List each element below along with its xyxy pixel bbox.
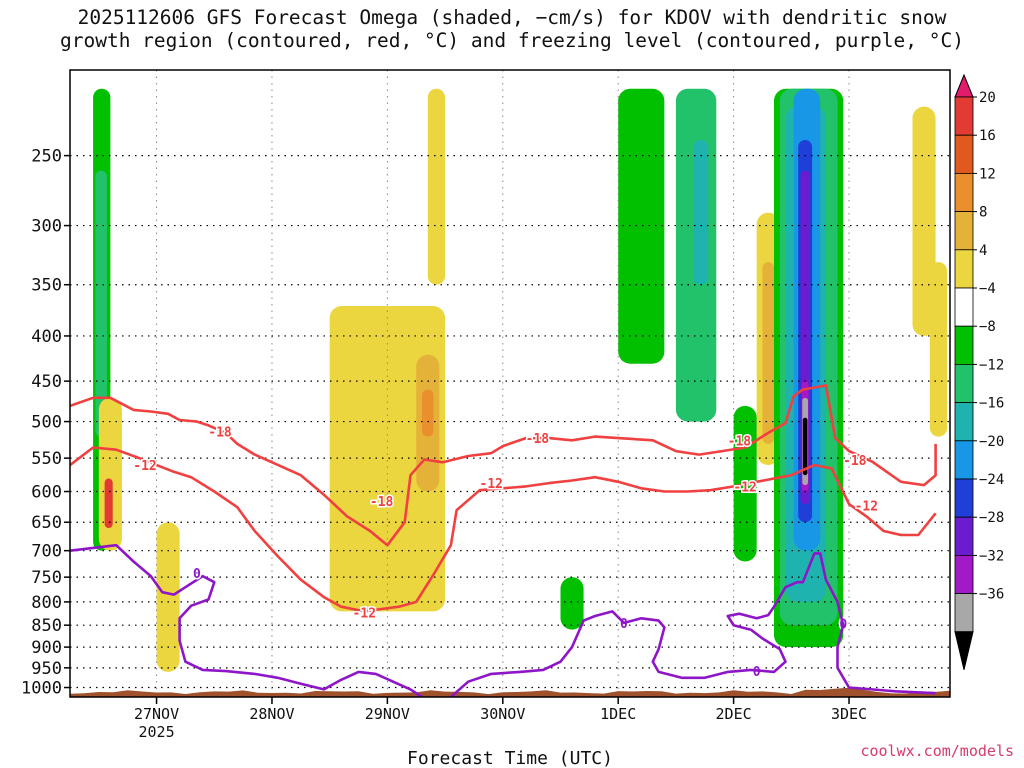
omega-region-9 bbox=[560, 577, 584, 630]
chart-title: 2025112606 GFS Forecast Omega (shaded, −… bbox=[0, 6, 1024, 52]
colorbar-swatch-12 bbox=[954, 516, 974, 556]
contour-label--18-4: -18 bbox=[843, 454, 867, 469]
contour-label--12-3: -12 bbox=[855, 499, 878, 514]
x-tick-label-29NOV: 29NOV bbox=[365, 705, 410, 723]
omega-region-1 bbox=[95, 170, 107, 437]
colorbar-swatch-11 bbox=[954, 478, 974, 518]
contour-label--18-3: -18 bbox=[728, 434, 752, 449]
colorbar-label-6: −8 bbox=[979, 319, 996, 335]
omega-region-10 bbox=[618, 88, 665, 364]
colorbar-top-arrow bbox=[954, 73, 974, 98]
x-tick-label-2DEC: 2DEC bbox=[716, 705, 752, 723]
omega-region-27 bbox=[929, 262, 948, 437]
omega-region-8 bbox=[427, 88, 446, 285]
colorbar-swatch-1 bbox=[954, 96, 974, 136]
colorbar-label-1: 16 bbox=[979, 128, 996, 144]
x-tick-label-30NOV: 30NOV bbox=[480, 705, 525, 723]
contour--12 bbox=[70, 446, 937, 613]
y-tick-label-700: 700 bbox=[31, 542, 62, 562]
colorbar-label-4: 4 bbox=[979, 243, 987, 259]
colorbar-label-11: −28 bbox=[979, 510, 1004, 526]
colorbar-label-8: −16 bbox=[979, 396, 1004, 412]
y-tick-label-350: 350 bbox=[31, 276, 62, 296]
colorbar-swatch-7 bbox=[954, 325, 974, 365]
colorbar-swatch-9 bbox=[954, 402, 974, 442]
colorbar-label-9: −20 bbox=[979, 434, 1004, 450]
y-tick-label-400: 400 bbox=[31, 327, 62, 347]
y-tick-label-650: 650 bbox=[31, 513, 62, 533]
y-tick-label-900: 900 bbox=[31, 638, 62, 658]
y-tick-label-750: 750 bbox=[31, 568, 62, 588]
omega-region-4 bbox=[156, 522, 180, 672]
grid bbox=[70, 70, 950, 697]
y-tick-label-800: 800 bbox=[31, 593, 62, 613]
colorbar-label-0: 20 bbox=[979, 90, 996, 106]
contour-label--12-2: -12 bbox=[733, 480, 756, 495]
x-tick-label-28NOV: 28NOV bbox=[249, 705, 294, 723]
colorbar-label-5: −4 bbox=[979, 281, 996, 297]
contour-label--12-4: -12 bbox=[353, 606, 376, 621]
omega-region-12 bbox=[693, 139, 709, 285]
omega-shading bbox=[93, 88, 948, 672]
chart-title-line-1: 2025112606 GFS Forecast Omega (shaded, −… bbox=[77, 6, 947, 29]
x-axis-title: Forecast Time (UTC) bbox=[407, 748, 613, 768]
omega-region-2 bbox=[98, 397, 122, 551]
omega-region-24 bbox=[802, 417, 808, 476]
terrain-surface bbox=[70, 687, 950, 697]
terrain bbox=[70, 687, 950, 697]
contour-label--18-0: -18 bbox=[208, 425, 232, 440]
contour-label--12-1: -12 bbox=[480, 477, 503, 492]
colorbar-swatch-13 bbox=[954, 555, 974, 595]
colorbar-swatch-2 bbox=[954, 134, 974, 174]
x-tick-label-27NOV: 27NOV bbox=[134, 705, 179, 723]
contour-label-0-0: 0 bbox=[193, 567, 201, 582]
contour-label-0-3: 0 bbox=[753, 665, 761, 680]
colorbar-bottom-arrow bbox=[954, 631, 974, 670]
contour-label--18-1: -18 bbox=[370, 495, 394, 510]
x-tick-label-1DEC: 1DEC bbox=[600, 705, 636, 723]
colorbar-label-7: −12 bbox=[979, 357, 1004, 373]
omega-region-5 bbox=[329, 306, 446, 612]
colorbar-swatch-3 bbox=[954, 172, 974, 212]
contour-label--12-0: -12 bbox=[133, 459, 156, 474]
colorbar-swatch-4 bbox=[954, 211, 974, 251]
omega-region-14 bbox=[762, 262, 774, 444]
omega-region-7 bbox=[422, 389, 434, 437]
colorbar-label-13: −36 bbox=[979, 587, 1004, 603]
contour-0 bbox=[70, 543, 423, 697]
chart-title-line-2: growth region (contoured, red, °C) and f… bbox=[60, 29, 964, 52]
colorbar-swatch-5 bbox=[954, 249, 974, 289]
y-tick-label-250: 250 bbox=[31, 147, 62, 167]
y-tick-label-300: 300 bbox=[31, 217, 62, 237]
colorbar-swatch-14 bbox=[954, 593, 974, 633]
colorbar-swatch-8 bbox=[954, 363, 974, 403]
contour--18 bbox=[70, 384, 937, 547]
contour-label-0-1: 0 bbox=[620, 617, 628, 632]
colorbar-swatch-6 bbox=[954, 287, 974, 327]
credit-link[interactable]: coolwx.com/models bbox=[860, 742, 1014, 760]
colorbar-label-3: 8 bbox=[979, 205, 987, 221]
x-tick-sublabel: 2025 bbox=[138, 723, 174, 741]
y-tick-label-500: 500 bbox=[31, 413, 62, 433]
y-tick-label-550: 550 bbox=[31, 449, 62, 469]
y-tick-label-1000: 1000 bbox=[21, 679, 62, 699]
colorbar-label-12: −32 bbox=[979, 548, 1004, 564]
y-tick-label-600: 600 bbox=[31, 483, 62, 503]
plot-frame bbox=[69, 69, 951, 698]
y-tick-label-450: 450 bbox=[31, 372, 62, 392]
contour-0b bbox=[450, 552, 936, 697]
colorbar: 20 16 12 8 4 −4 −8 −12 −16 −20 −24 −28 −32 −36 bbox=[954, 73, 1004, 670]
colorbar-swatch-10 bbox=[954, 440, 974, 480]
colorbar-label-10: −24 bbox=[979, 472, 1004, 488]
x-tick-label-3DEC: 3DEC bbox=[831, 705, 867, 723]
omega-region-3 bbox=[104, 478, 113, 529]
contour-label--18-2: -18 bbox=[526, 432, 550, 447]
y-tick-label-950: 950 bbox=[31, 659, 62, 679]
y-axis: 2503003504004505005506006507007508008509… bbox=[21, 147, 70, 699]
y-tick-label-850: 850 bbox=[31, 616, 62, 636]
colorbar-label-2: 12 bbox=[979, 166, 996, 182]
